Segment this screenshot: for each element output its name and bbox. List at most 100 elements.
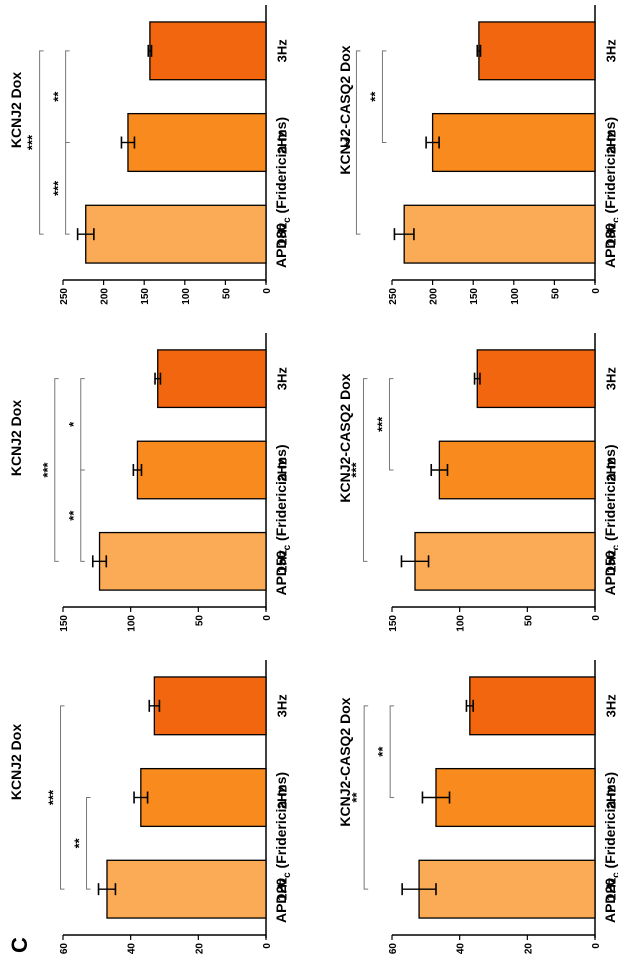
y-axis-label: APD80c (Fridericia ms): [273, 117, 293, 268]
category-label: 2Hz: [275, 458, 290, 482]
significance-bracket: [54, 378, 59, 562]
significance-label: *: [66, 421, 81, 427]
category-label: 2Hz: [604, 458, 618, 482]
significance-label: **: [51, 91, 66, 102]
y-tick-label: 50: [523, 615, 534, 627]
bar-1Hz: [98, 531, 267, 591]
significance-bracket: [362, 378, 368, 562]
significance-bracket: [39, 50, 44, 235]
bar-1Hz: [403, 204, 596, 264]
bar-3Hz: [478, 21, 596, 81]
chart-casq2-apd80: 0 50 100 150 200 250 APD80c (Fridericia ms)1Hz…: [337, 5, 618, 305]
category-label: 3Hz: [604, 39, 618, 63]
y-axis-label: APD20c (Fridericia ms): [273, 772, 293, 923]
y-tick-label: 60: [388, 943, 399, 955]
y-tick-label: 200: [100, 288, 111, 305]
significance-bracket: [355, 50, 361, 235]
y-tick-label: 0: [591, 615, 602, 621]
category-label: 2Hz: [604, 130, 618, 154]
significance-label: ***: [46, 789, 61, 805]
bar-2Hz: [435, 767, 596, 828]
chart-title: KCNJ2-CASQ2 Dox: [337, 697, 353, 826]
significance-label: ***: [348, 461, 363, 477]
bar-3Hz: [153, 676, 267, 736]
chart-kcnj2-apd80: 0 50 100 150 200 250 APD80c (Fridericia ms)1Hz…: [8, 5, 293, 305]
y-tick-label: 0: [262, 943, 273, 949]
chart-kcnj2-apd50: 0 50 100 150 APD50c (Fridericia ms)1Hz 2Hz 3Hz…: [8, 333, 293, 632]
y-tick-label: 150: [140, 288, 151, 305]
y-tick-label: 0: [262, 615, 273, 621]
y-tick-label: 40: [456, 943, 467, 955]
significance-label: **: [367, 91, 382, 102]
category-label: 1Hz: [604, 222, 618, 246]
y-tick-label: 50: [221, 288, 232, 300]
bar-3Hz: [476, 349, 596, 409]
bar-3Hz: [469, 676, 596, 736]
significance-bracket: [65, 50, 70, 143]
y-tick-label: 0: [591, 943, 602, 949]
significance-bracket: [363, 705, 369, 890]
category-label: 3Hz: [275, 694, 290, 718]
y-tick-label: 250: [388, 288, 399, 305]
significance-label: ***: [40, 461, 55, 477]
chart-casq2-apd50: 0 50 100 150 APD50c (Fridericia ms)1Hz 2Hz 3Hz…: [337, 333, 618, 632]
y-tick-label: 60: [59, 943, 70, 955]
category-label: 3Hz: [604, 367, 618, 391]
chart-title: KCNJ2 Dox: [8, 72, 24, 148]
significance-label: **: [375, 746, 390, 757]
y-axis-label: APD80c (Fridericia ms): [602, 117, 618, 268]
category-label: 2Hz: [275, 130, 290, 154]
significance-label: **: [72, 837, 87, 848]
y-tick-label: 40: [127, 943, 138, 955]
panel-letter: C: [7, 937, 32, 953]
bar-2Hz: [431, 112, 596, 173]
significance-label: **: [341, 137, 356, 148]
bar-2Hz: [140, 767, 267, 828]
significance-bracket: [65, 142, 70, 235]
y-tick-label: 0: [591, 288, 602, 294]
category-label: 3Hz: [604, 694, 618, 718]
bar-1Hz: [418, 859, 596, 919]
y-tick-label: 20: [523, 943, 534, 955]
category-label: 2Hz: [275, 785, 290, 809]
significance-bracket: [381, 50, 387, 143]
significance-label: ***: [25, 134, 40, 150]
category-label: 2Hz: [604, 785, 618, 809]
category-label: 3Hz: [275, 39, 290, 63]
category-label: 1Hz: [275, 222, 290, 246]
significance-bracket: [80, 469, 85, 562]
chart-kcnj2-apd20: 0 20 40 60 APD20c (Fridericia ms)1Hz 2Hz 3Hz **…: [8, 660, 293, 954]
category-label: 3Hz: [275, 367, 290, 391]
significance-bracket: [389, 705, 395, 798]
chart-casq2-apd20: 0 20 40 60 APD20c (Fridericia ms)1Hz 2Hz 3Hz **…: [337, 660, 618, 954]
y-tick-label: 100: [127, 615, 138, 632]
y-axis-label: APD50c (Fridericia ms): [602, 444, 618, 595]
bar-1Hz: [414, 531, 596, 591]
significance-label: **: [66, 510, 81, 521]
bar-1Hz: [85, 204, 267, 264]
y-axis-label: APD20c (Fridericia ms): [602, 772, 618, 923]
y-tick-label: 150: [59, 615, 70, 632]
category-label: 1Hz: [275, 549, 290, 573]
significance-bracket: [60, 705, 65, 890]
chart-title: KCNJ2-CASQ2 Dox: [337, 373, 353, 502]
y-tick-label: 100: [510, 288, 521, 305]
category-label: 1Hz: [604, 549, 618, 573]
significance-bracket: [388, 378, 394, 471]
bar-2Hz: [438, 440, 596, 500]
category-label: 1Hz: [275, 877, 290, 901]
y-tick-label: 100: [181, 288, 192, 305]
y-tick-label: 250: [59, 288, 70, 305]
bar-2Hz: [136, 440, 267, 500]
bar-3Hz: [149, 21, 267, 81]
y-tick-label: 150: [388, 615, 399, 632]
y-tick-label: 150: [469, 288, 480, 305]
y-tick-label: 50: [550, 288, 561, 300]
significance-label: **: [349, 792, 364, 803]
chart-title: KCNJ2-CASQ2 Dox: [337, 45, 353, 174]
y-tick-label: 0: [262, 288, 273, 294]
bar-2Hz: [127, 112, 267, 173]
chart-title: KCNJ2 Dox: [8, 724, 24, 800]
chart-title: KCNJ2 Dox: [8, 400, 24, 476]
